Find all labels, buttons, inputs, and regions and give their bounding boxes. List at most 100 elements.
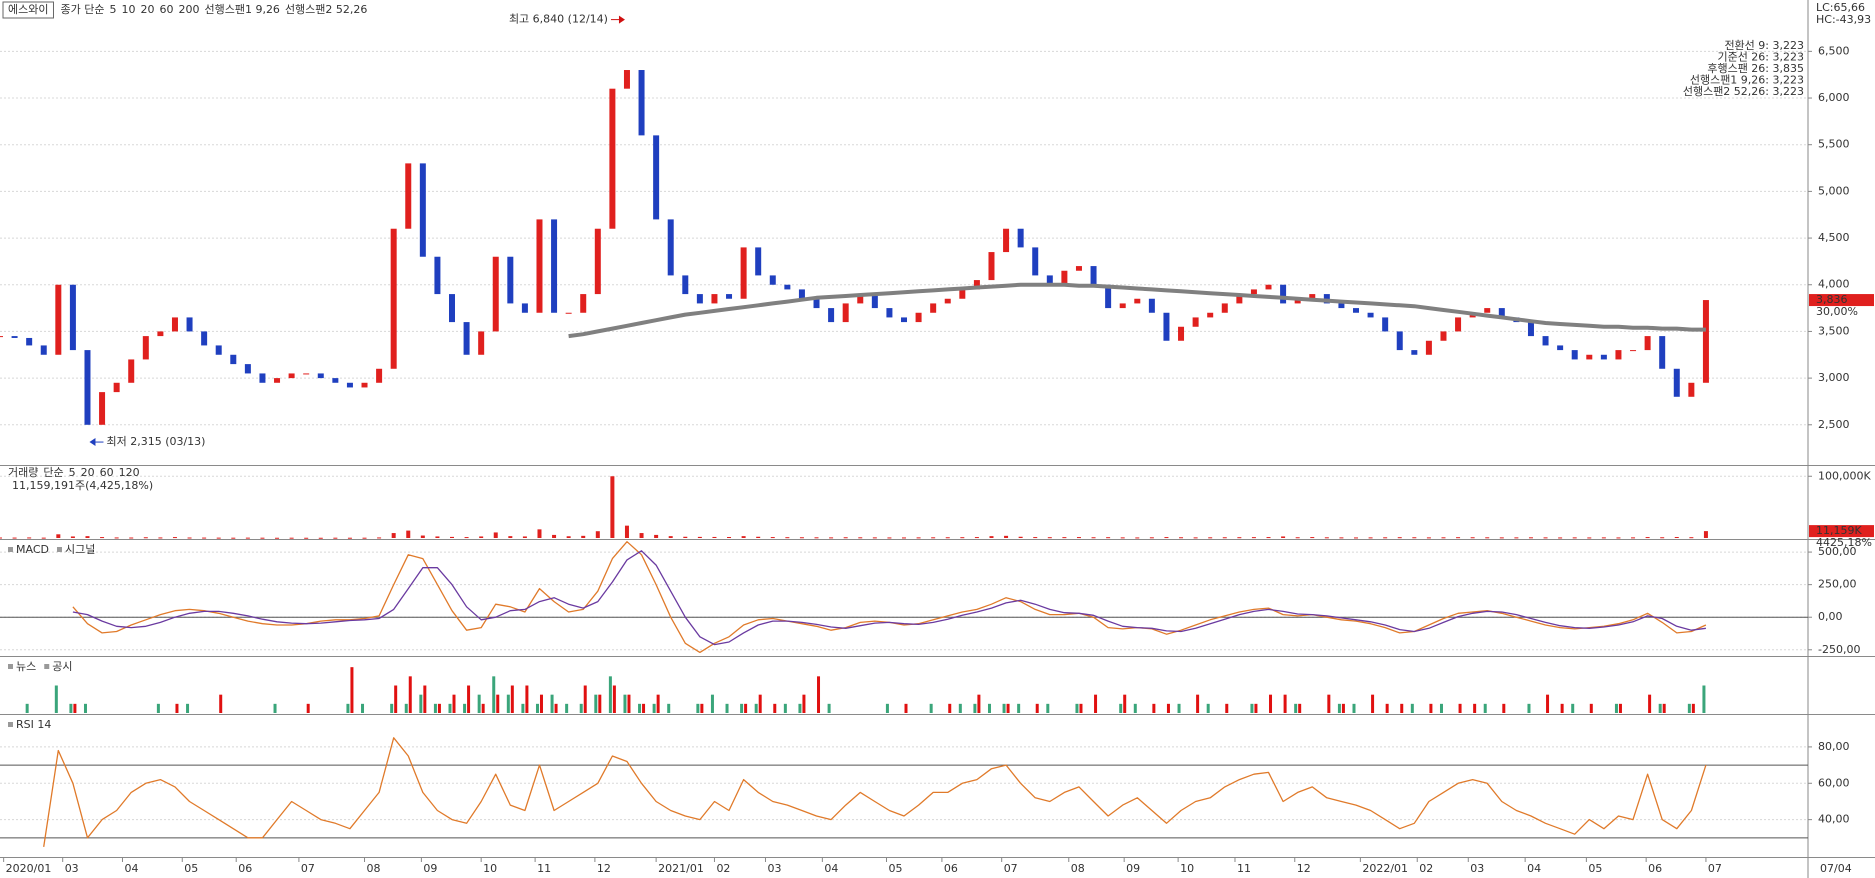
bar xyxy=(1225,703,1229,713)
candle xyxy=(40,345,47,355)
annotation: 최고 6,840 (12/14) xyxy=(509,13,608,26)
x-tick-label: 03 xyxy=(767,862,781,875)
bar xyxy=(827,703,831,713)
bar xyxy=(814,537,819,539)
bar xyxy=(727,537,732,539)
bar xyxy=(1470,537,1475,539)
bar xyxy=(1441,537,1446,539)
legend-item: 120 xyxy=(119,466,140,479)
bar xyxy=(1324,537,1329,539)
x-tick-label: 2021/01 xyxy=(658,862,704,875)
x-tick-label: 07 xyxy=(1004,862,1018,875)
legend-item: 종가 단순 xyxy=(60,3,104,16)
y-tick-label: 40,00 xyxy=(1818,813,1850,826)
bar xyxy=(406,530,411,538)
bar xyxy=(989,536,994,538)
y-tick-label: -250,00 xyxy=(1818,643,1860,656)
ichimoku-info: 선행스팬1 9,26: 3,223 xyxy=(1690,74,1804,87)
bar xyxy=(799,537,804,539)
candle xyxy=(303,373,310,375)
x-tick-label: 10 xyxy=(1180,862,1194,875)
bar xyxy=(510,685,514,713)
bar xyxy=(1135,537,1140,539)
candle xyxy=(1163,312,1170,341)
bar xyxy=(1075,703,1079,713)
candle xyxy=(711,294,718,304)
bar xyxy=(260,537,265,539)
candle xyxy=(1527,322,1534,337)
bar xyxy=(1152,703,1156,713)
x-tick-label: 09 xyxy=(1126,862,1140,875)
bar xyxy=(1618,703,1622,713)
bar xyxy=(1341,703,1345,713)
bar xyxy=(479,536,484,538)
candle xyxy=(1688,382,1695,397)
bar xyxy=(452,694,456,713)
candle xyxy=(1265,284,1272,290)
x-tick-label: 03 xyxy=(65,862,79,875)
annotation-head xyxy=(89,438,96,447)
candle xyxy=(1630,350,1637,352)
candle xyxy=(69,284,76,351)
legend-item: MACD xyxy=(16,543,49,556)
bar xyxy=(1266,537,1271,539)
legend-item: RSI 14 xyxy=(16,718,51,731)
x-tick-label: 10 xyxy=(483,862,497,875)
bar xyxy=(1703,531,1708,538)
bar xyxy=(27,537,32,539)
candle xyxy=(99,392,106,425)
candle xyxy=(1134,298,1141,304)
candle xyxy=(1280,284,1287,304)
candle xyxy=(376,368,383,383)
y-tick-label: 4,500 xyxy=(1818,231,1850,244)
candle xyxy=(871,294,878,309)
legend-item: 20 xyxy=(140,3,154,16)
bar xyxy=(506,694,510,713)
candle xyxy=(1455,317,1462,332)
bar xyxy=(187,537,192,539)
bar xyxy=(654,534,659,538)
bar xyxy=(1439,703,1443,713)
bar xyxy=(656,694,660,713)
x-tick-label: 05 xyxy=(1588,862,1602,875)
bar xyxy=(419,694,423,713)
bar xyxy=(437,703,441,713)
bar xyxy=(1294,703,1298,713)
candle xyxy=(405,163,412,229)
y-tick-label: 5,500 xyxy=(1818,138,1850,151)
bar xyxy=(1281,536,1286,538)
bar xyxy=(275,537,280,539)
annotation-head xyxy=(618,15,625,24)
candle xyxy=(1236,294,1243,304)
bar xyxy=(1033,537,1038,539)
bar xyxy=(1166,703,1170,713)
candle xyxy=(361,382,368,388)
bar xyxy=(1352,703,1356,713)
bar xyxy=(1123,694,1127,713)
bar xyxy=(783,703,787,713)
candle xyxy=(1075,266,1082,271)
candle xyxy=(244,364,251,374)
candle xyxy=(26,337,33,346)
bar xyxy=(172,537,177,539)
y-tick-label: 6,000 xyxy=(1818,91,1850,104)
bar xyxy=(1177,703,1181,713)
bar xyxy=(100,537,105,539)
bar xyxy=(740,703,744,713)
candle xyxy=(1425,340,1432,355)
x-tick-label: 08 xyxy=(1071,862,1085,875)
bar xyxy=(904,703,908,713)
bar xyxy=(552,534,557,538)
bar xyxy=(974,537,979,539)
bar xyxy=(496,694,500,713)
candle xyxy=(1046,275,1053,285)
candle xyxy=(1542,336,1549,346)
bar xyxy=(1193,537,1198,539)
bar xyxy=(1002,703,1006,713)
bar xyxy=(595,531,600,538)
candle xyxy=(230,354,237,365)
bar xyxy=(770,537,775,539)
bar xyxy=(1473,703,1477,713)
bar xyxy=(1702,685,1706,713)
bar xyxy=(817,676,821,713)
